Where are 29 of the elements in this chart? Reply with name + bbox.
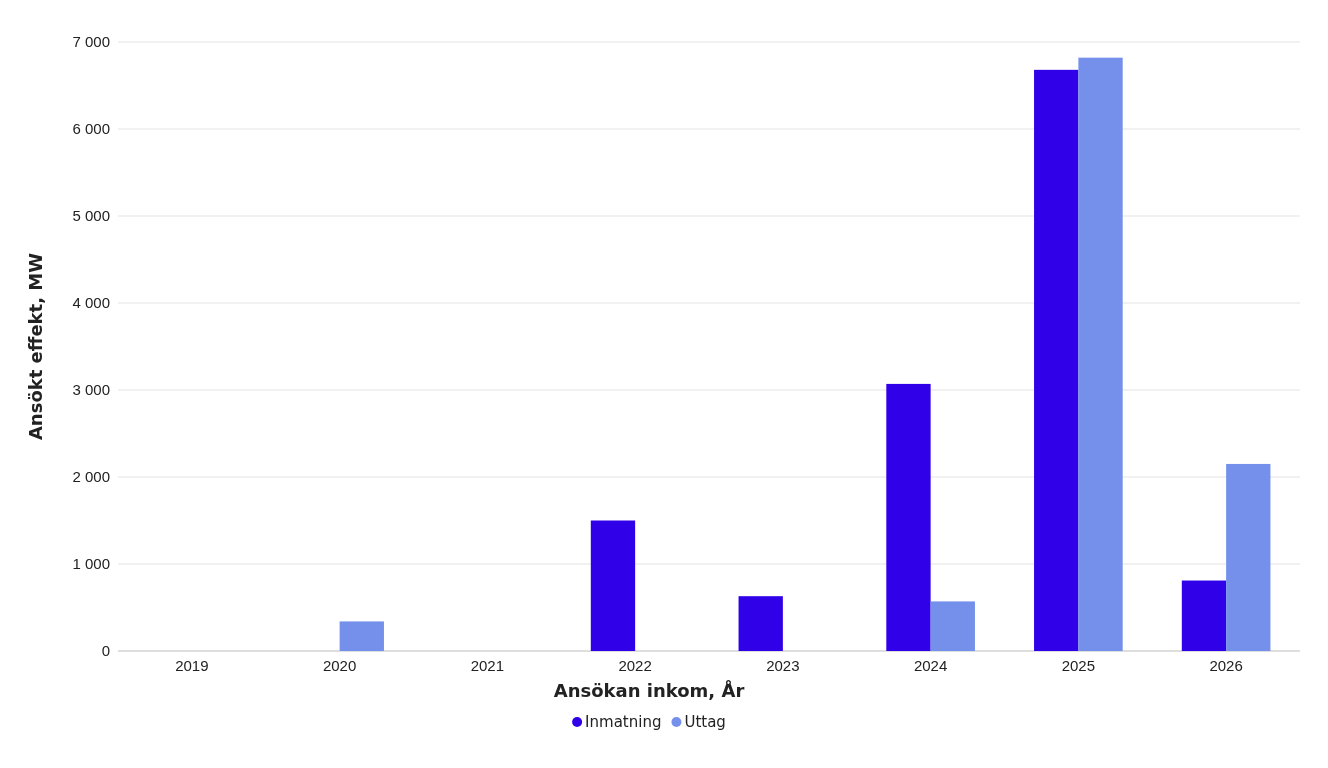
y-tick-label: 6 000 <box>72 120 110 138</box>
bar <box>738 596 783 651</box>
y-tick-label: 7 000 <box>72 33 110 51</box>
y-tick-label: 3 000 <box>72 381 110 399</box>
y-tick-label: 5 000 <box>72 207 110 225</box>
bar <box>1226 463 1271 651</box>
x-tick-label: 2020 <box>322 656 357 674</box>
x-tick-label: 2023 <box>766 656 800 674</box>
x-tick-label: 2026 <box>1209 656 1243 674</box>
legend-label: Inmatning <box>585 713 662 731</box>
legend-label: Uttag <box>684 713 726 731</box>
bar <box>930 601 975 651</box>
x-tick-label: 2019 <box>175 656 209 674</box>
x-tick-label: 2022 <box>618 656 652 674</box>
x-tick-label: 2021 <box>470 656 505 674</box>
y-axis-title: Ansökt effekt, MW <box>25 252 46 441</box>
x-tick-label: 2024 <box>913 656 948 674</box>
y-tick-label: 4 000 <box>72 294 110 312</box>
y-tick-label: 0 <box>101 642 110 660</box>
x-axis-title: Ansökan inkom, År <box>553 679 745 701</box>
bar <box>1078 57 1123 651</box>
bar <box>886 383 931 651</box>
bar <box>1181 580 1227 651</box>
bar <box>590 520 636 651</box>
bar <box>1034 69 1079 651</box>
bar <box>339 621 384 651</box>
x-tick-label: 2025 <box>1061 656 1096 674</box>
y-tick-label: 2 000 <box>72 468 110 486</box>
y-tick-label: 1 000 <box>72 555 110 573</box>
